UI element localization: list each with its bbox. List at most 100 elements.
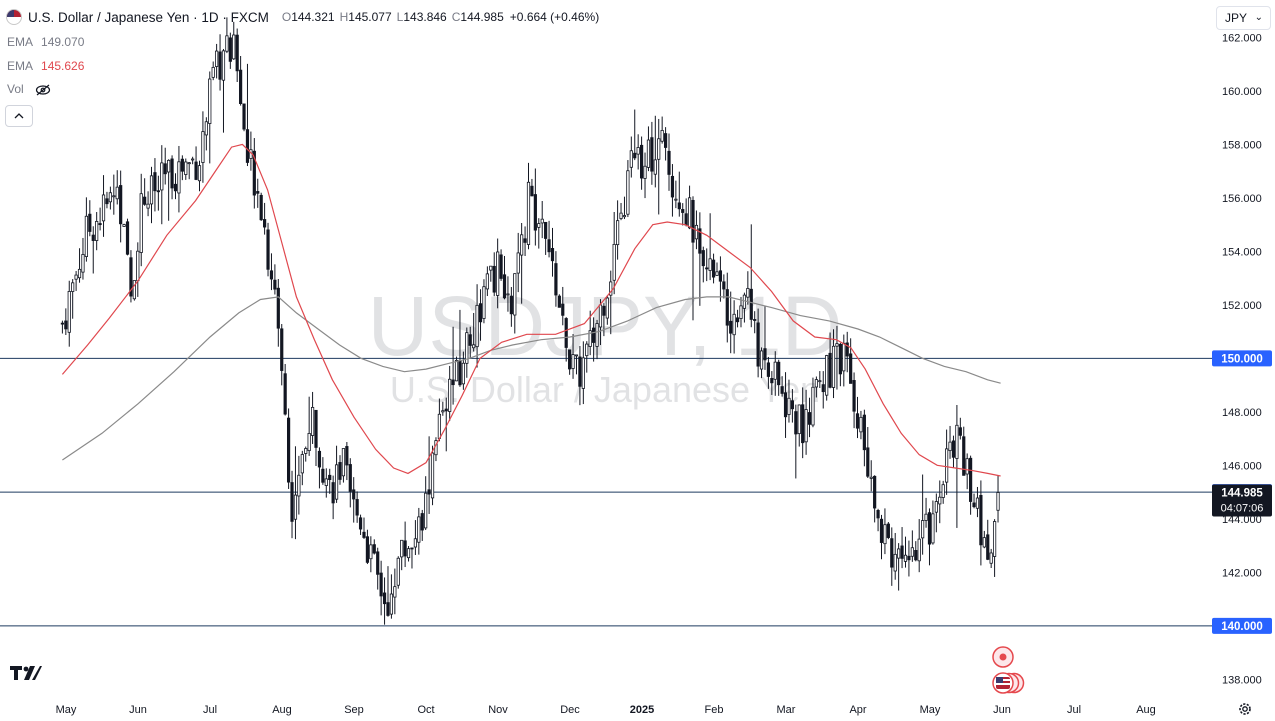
- economic-events-icon[interactable]: [990, 646, 1028, 696]
- candle[interactable]: [674, 180, 678, 209]
- candle[interactable]: [972, 493, 976, 509]
- candle[interactable]: [557, 294, 561, 308]
- candle[interactable]: [160, 145, 164, 225]
- candle[interactable]: [516, 232, 520, 293]
- candle[interactable]: [362, 517, 366, 539]
- candle[interactable]: [348, 458, 352, 508]
- candle[interactable]: [427, 436, 431, 514]
- candle[interactable]: [804, 389, 808, 455]
- candle[interactable]: [722, 274, 726, 299]
- candle[interactable]: [711, 253, 716, 284]
- candle[interactable]: [341, 448, 346, 483]
- candle[interactable]: [259, 192, 263, 221]
- candle[interactable]: [790, 389, 794, 423]
- candle[interactable]: [890, 527, 894, 586]
- candle[interactable]: [749, 224, 753, 328]
- candle[interactable]: [766, 356, 771, 389]
- candle[interactable]: [119, 170, 123, 243]
- candle[interactable]: [955, 405, 959, 528]
- candle[interactable]: [184, 158, 188, 180]
- candle[interactable]: [725, 272, 729, 343]
- candle[interactable]: [866, 427, 870, 479]
- candle[interactable]: [345, 441, 349, 481]
- candle[interactable]: [879, 514, 884, 560]
- candle[interactable]: [499, 249, 503, 281]
- candle[interactable]: [578, 346, 582, 406]
- candle[interactable]: [718, 256, 723, 302]
- candle[interactable]: [962, 426, 966, 476]
- candle[interactable]: [156, 175, 160, 211]
- candle[interactable]: [393, 568, 397, 615]
- candle[interactable]: [228, 32, 232, 69]
- candle[interactable]: [417, 507, 421, 555]
- candle[interactable]: [876, 508, 880, 532]
- candle[interactable]: [430, 445, 435, 506]
- candle[interactable]: [612, 211, 616, 295]
- candle[interactable]: [218, 34, 222, 91]
- candle[interactable]: [667, 133, 671, 191]
- candle[interactable]: [334, 445, 339, 503]
- candle[interactable]: [434, 437, 438, 462]
- candle[interactable]: [64, 308, 68, 335]
- candle[interactable]: [77, 248, 82, 283]
- candle[interactable]: [650, 121, 654, 185]
- candle[interactable]: [173, 173, 178, 200]
- candle[interactable]: [975, 486, 980, 518]
- candle[interactable]: [441, 401, 445, 416]
- candle[interactable]: [537, 218, 541, 249]
- candle[interactable]: [478, 289, 483, 341]
- candle[interactable]: [869, 460, 873, 492]
- candle[interactable]: [139, 173, 143, 267]
- candle[interactable]: [646, 126, 651, 172]
- candle[interactable]: [249, 131, 253, 171]
- candle[interactable]: [461, 351, 465, 390]
- candle[interactable]: [372, 539, 376, 555]
- candle[interactable]: [633, 109, 637, 161]
- symbol-title[interactable]: U.S. Dollar / Japanese Yen · 1D · FXCM: [28, 9, 269, 25]
- candle[interactable]: [687, 185, 692, 230]
- candle[interactable]: [208, 71, 212, 164]
- candle[interactable]: [410, 547, 414, 569]
- eye-hidden-icon[interactable]: [35, 84, 51, 96]
- candle[interactable]: [561, 286, 565, 326]
- candle[interactable]: [115, 170, 119, 205]
- candle[interactable]: [965, 453, 969, 490]
- candle[interactable]: [235, 28, 239, 82]
- candle[interactable]: [297, 455, 301, 515]
- candle[interactable]: [992, 519, 997, 577]
- candle[interactable]: [574, 354, 579, 375]
- candle[interactable]: [945, 429, 949, 495]
- candle[interactable]: [187, 162, 191, 180]
- candle[interactable]: [191, 156, 195, 165]
- candle[interactable]: [852, 372, 856, 429]
- tradingview-logo-icon[interactable]: [10, 664, 42, 682]
- candle[interactable]: [979, 480, 983, 566]
- candle[interactable]: [520, 222, 524, 304]
- indicator-volume[interactable]: Vol: [7, 82, 51, 96]
- candle[interactable]: [108, 186, 112, 210]
- candle[interactable]: [951, 435, 956, 469]
- indicator-ema-fast[interactable]: EMA 145.626: [7, 59, 84, 73]
- candle[interactable]: [907, 540, 911, 577]
- candle[interactable]: [838, 342, 842, 387]
- candle[interactable]: [91, 226, 95, 274]
- candle[interactable]: [276, 278, 280, 347]
- candle[interactable]: [180, 155, 184, 181]
- candle[interactable]: [828, 332, 832, 389]
- candle[interactable]: [801, 387, 805, 459]
- candle[interactable]: [643, 152, 647, 199]
- candle[interactable]: [595, 319, 599, 360]
- candle[interactable]: [732, 300, 736, 354]
- candle[interactable]: [855, 396, 860, 439]
- candle[interactable]: [413, 520, 418, 556]
- candle[interactable]: [280, 324, 284, 386]
- candle[interactable]: [201, 111, 205, 183]
- candle[interactable]: [256, 178, 260, 208]
- candle[interactable]: [352, 477, 356, 523]
- candle[interactable]: [221, 48, 226, 133]
- candle[interactable]: [831, 329, 836, 399]
- candle[interactable]: [910, 530, 914, 562]
- candle[interactable]: [605, 295, 609, 325]
- candle[interactable]: [358, 514, 363, 535]
- candle[interactable]: [783, 372, 788, 438]
